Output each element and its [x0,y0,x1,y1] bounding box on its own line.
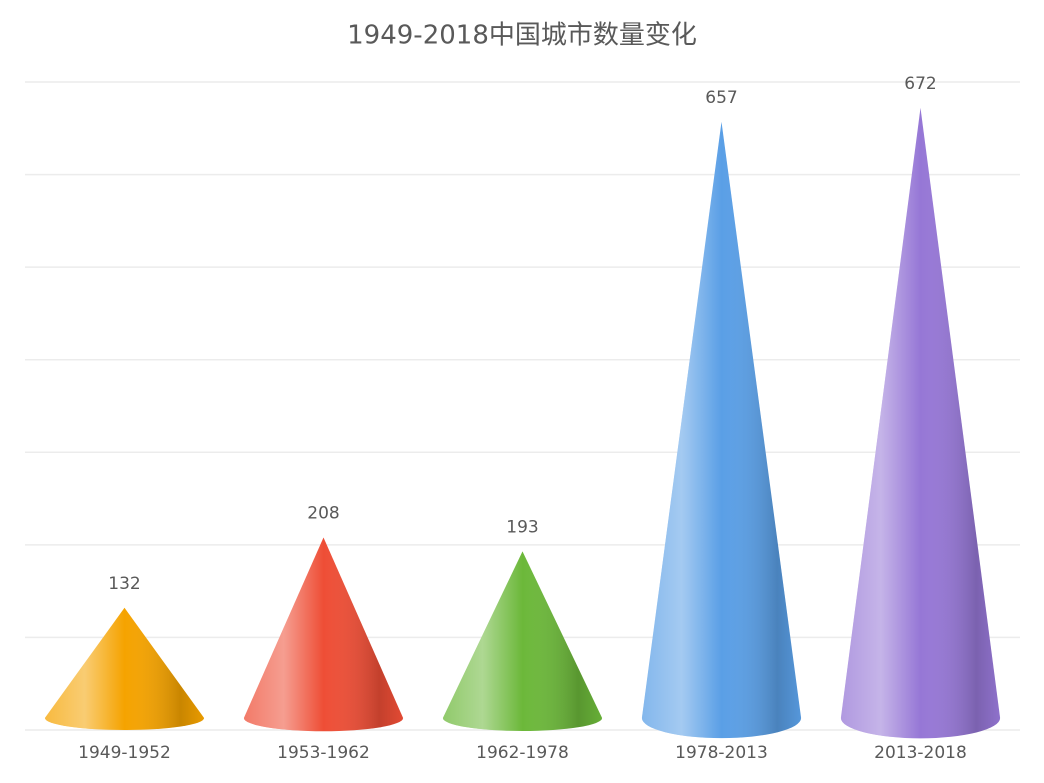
value-label: 657 [705,88,737,108]
cone [840,107,1001,739]
cone-shade [44,607,205,731]
x-tick-label: 1953-1962 [277,743,370,763]
cone-shade [641,121,802,739]
cone-shade [840,107,1001,739]
cone-shade [243,537,404,732]
cone [243,537,404,732]
value-label: 208 [307,503,339,523]
x-tick-label: 1978-2013 [675,743,768,763]
cone [442,551,603,731]
grid [25,81,1020,731]
value-label: 672 [904,74,936,94]
cone [641,121,802,739]
x-tick-label: 1962-1978 [476,743,569,763]
x-tick-label: 2013-2018 [874,743,967,763]
plot: 1949-1952 132 1953-1962 208 1962-1978 193 1978… [44,74,1001,763]
cone-shade [442,551,603,731]
chart-title: 1949-2018中国城市数量变化 [347,21,697,51]
value-label: 132 [108,574,140,594]
value-label: 193 [506,517,538,537]
cone [44,607,205,731]
x-tick-label: 1949-1952 [78,743,171,763]
